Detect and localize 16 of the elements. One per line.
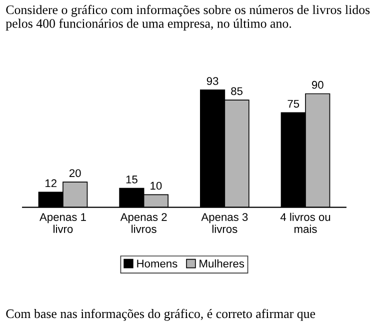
data-label: 93 (206, 77, 218, 85)
data-label: 10 (150, 182, 162, 190)
data-label: 20 (69, 169, 81, 178)
legend-label: Homens (137, 260, 178, 268)
text: Com base nas informações do gráfico, é correto afirmar que (6, 308, 316, 321)
x-tick-label: 4 livros ou mais (280, 212, 330, 233)
x-tick-label: Apenas 3 livros (201, 213, 248, 233)
x-tick-label: Apenas 1 livro (40, 213, 86, 233)
data-label: 75 (288, 100, 300, 108)
legend-label: Mulheres (200, 259, 244, 268)
data-label: 15 (126, 176, 138, 184)
data-label: 12 (46, 179, 56, 188)
x-tick-label: Apenas 2 livros (120, 213, 167, 233)
data-label: 90 (312, 80, 324, 89)
data-label: 85 (231, 87, 242, 96)
chart-title: Considere o gráfico com informações sobre os números de livros lidos pelos 400 funcionários de uma empresa, no último ano. (6, 4, 370, 30)
